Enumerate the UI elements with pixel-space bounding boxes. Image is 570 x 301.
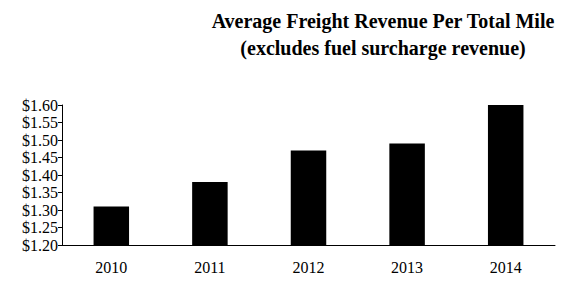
svg-text:$1.30: $1.30	[22, 202, 58, 219]
svg-text:$1.50: $1.50	[22, 132, 58, 149]
svg-text:2010: 2010	[95, 259, 127, 276]
svg-text:$1.40: $1.40	[22, 167, 58, 184]
svg-text:$1.25: $1.25	[22, 219, 58, 236]
svg-text:$1.20: $1.20	[22, 237, 58, 254]
svg-text:2011: 2011	[194, 259, 225, 276]
svg-text:(excludes fuel surcharge reven: (excludes fuel surcharge revenue)	[240, 37, 525, 60]
svg-text:$1.55: $1.55	[22, 114, 58, 131]
svg-text:2014: 2014	[490, 259, 522, 276]
svg-text:$1.45: $1.45	[22, 149, 58, 166]
svg-text:2013: 2013	[391, 259, 423, 276]
svg-text:2012: 2012	[293, 259, 325, 276]
svg-text:$1.35: $1.35	[22, 184, 58, 201]
svg-text:Average Freight Revenue Per To: Average Freight Revenue Per Total Mile	[212, 10, 555, 33]
svg-text:$1.60: $1.60	[22, 97, 58, 114]
